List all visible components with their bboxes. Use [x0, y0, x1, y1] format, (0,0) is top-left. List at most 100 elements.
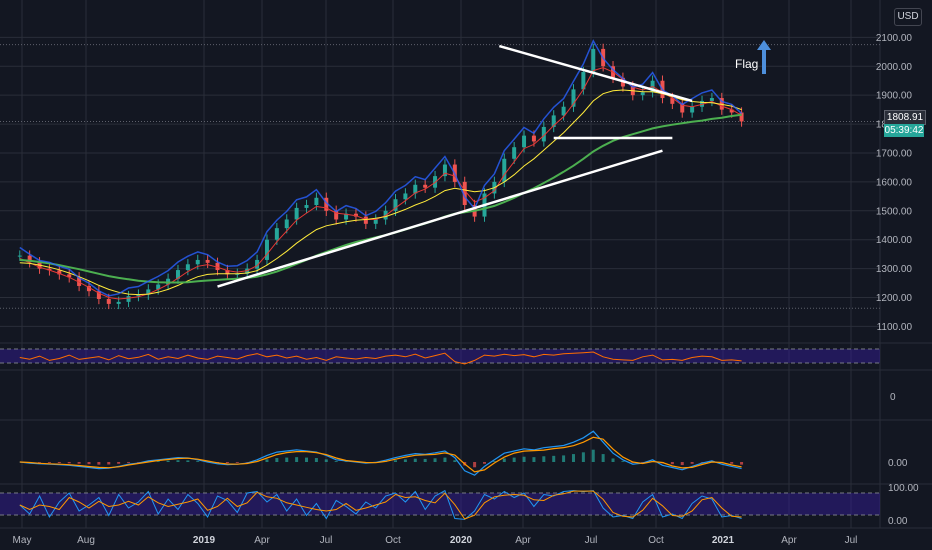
macd-histogram-bar: [186, 460, 190, 462]
stoch-band: [0, 493, 880, 515]
macd-histogram-bar: [265, 459, 269, 462]
candle-body: [96, 291, 101, 299]
macd-histogram-bar: [285, 457, 289, 462]
time-tick-label: Aug: [77, 535, 95, 546]
candle-body: [353, 213, 358, 217]
macd-histogram-bar: [166, 460, 170, 462]
macd-histogram-bar: [403, 459, 407, 462]
macd-histogram-bar: [225, 462, 229, 464]
macd-histogram-bar: [127, 462, 131, 463]
candle-body: [136, 294, 141, 297]
candle-body: [729, 109, 734, 113]
macd-histogram-bar: [314, 458, 318, 462]
volume-axis-label: 0: [890, 392, 896, 403]
macd-histogram-bar: [47, 462, 51, 463]
candle-body: [591, 48, 596, 73]
moving-average-line: [19, 67, 742, 300]
macd-histogram-bar: [601, 454, 605, 462]
time-tick-label: Jul: [320, 535, 333, 546]
candle-body: [304, 205, 309, 208]
up-arrow-icon: [757, 40, 771, 74]
price-tick-label: 1600.00: [876, 177, 913, 188]
candle-body: [739, 112, 744, 122]
candle-body: [531, 135, 536, 142]
price-tick-label: 1500.00: [876, 206, 913, 217]
candle-body: [205, 259, 210, 263]
candle-body: [235, 273, 240, 275]
candle-body: [324, 197, 329, 211]
time-tick-label: Apr: [515, 535, 531, 546]
lower-support-line: [217, 149, 663, 288]
macd-histogram-bar: [443, 457, 447, 462]
price-tick-label: 2100.00: [876, 33, 913, 44]
candle-body: [680, 103, 685, 113]
candle-body: [57, 270, 62, 275]
macd-histogram-bar: [502, 458, 506, 462]
candle-body: [709, 98, 714, 101]
macd-histogram-bar: [275, 458, 279, 462]
price-tick-label: 1100.00: [877, 322, 913, 333]
candle-body: [719, 98, 724, 110]
macd-histogram-bar: [522, 456, 526, 462]
candle-body: [86, 285, 91, 292]
moving-average-line: [19, 89, 742, 296]
candle-body: [175, 270, 180, 279]
macd-histogram-bar: [305, 457, 309, 462]
envelope-line: [19, 39, 743, 297]
candle-body: [373, 219, 378, 224]
price-series: [17, 43, 744, 310]
candle-body: [255, 259, 260, 269]
macd-histogram-bar: [57, 462, 61, 464]
candle-body: [334, 210, 339, 220]
time-tick-label: Jul: [585, 535, 598, 546]
macd-histogram-bar: [740, 462, 744, 465]
candle-body: [116, 301, 121, 304]
candle-body: [215, 262, 220, 271]
candle-body: [17, 255, 22, 257]
macd-histogram-bar: [670, 462, 674, 465]
candle-body: [670, 98, 675, 104]
last-price-tag: 1808.91: [884, 110, 926, 125]
time-tick-label: May: [13, 535, 32, 546]
price-tick-label: 1300.00: [876, 264, 913, 275]
macd-histogram-bar: [235, 462, 239, 463]
macd-histogram-bar: [77, 462, 81, 464]
macd-histogram-bar: [690, 462, 694, 464]
macd-histogram-bar: [730, 462, 734, 464]
chart-grid: [0, 0, 932, 529]
candle-body: [47, 268, 52, 271]
candle-body: [363, 216, 368, 224]
candle-body: [106, 298, 111, 304]
macd-histogram-bar: [453, 460, 457, 462]
macd-line: [19, 430, 742, 476]
candle-body: [403, 193, 408, 200]
candle-body: [245, 268, 250, 274]
macd-histogram-bar: [97, 462, 101, 465]
indicator-panes: [0, 348, 880, 520]
macd-histogram-bar: [394, 460, 398, 462]
candle-body: [462, 181, 467, 206]
flag-label: Flag: [735, 57, 758, 71]
candle-body: [77, 277, 82, 286]
candle-body: [195, 259, 200, 265]
candle-body: [67, 274, 72, 278]
stoch-d-line: [19, 490, 742, 520]
trend-lines: [217, 44, 693, 288]
macd-histogram-bar: [562, 455, 566, 462]
time-tick-label: Oct: [385, 535, 401, 546]
macd-histogram-bar: [591, 449, 595, 462]
price-tick-label: 2000.00: [876, 62, 913, 73]
candle-body: [284, 219, 289, 229]
candle-body: [264, 239, 269, 260]
time-tick-label: Apr: [254, 535, 270, 546]
candle-body: [700, 100, 705, 107]
candle-body: [393, 199, 398, 211]
candle-body: [512, 147, 517, 159]
macd-histogram-bar: [156, 461, 160, 462]
macd-histogram-bar: [581, 452, 585, 462]
macd-histogram-bar: [176, 460, 180, 462]
stoch-tick-label: 0.00: [888, 516, 908, 527]
macd-histogram-bar: [423, 458, 427, 462]
currency-label[interactable]: USD: [894, 8, 922, 26]
